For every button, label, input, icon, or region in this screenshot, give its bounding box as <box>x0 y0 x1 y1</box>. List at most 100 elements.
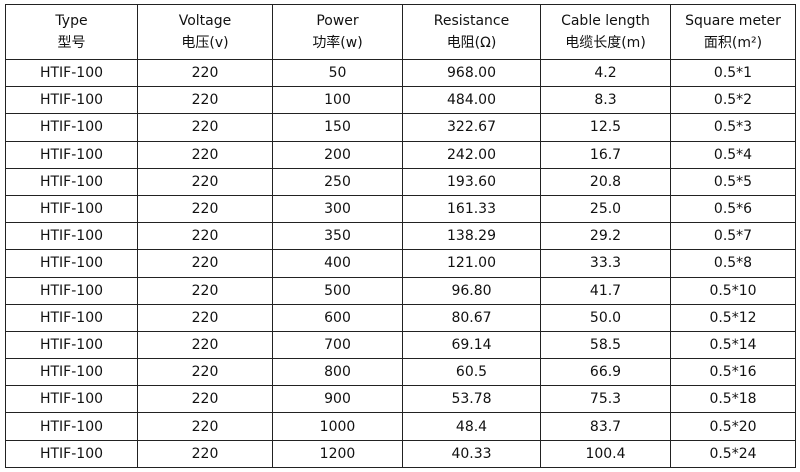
table-row: HTIF-100 220 1200 40.33 100.4 0.5*24 <box>5 439 796 468</box>
cell: 12.5 <box>540 113 671 142</box>
cell: 66.9 <box>540 358 671 387</box>
cell: 100.4 <box>540 439 671 468</box>
cell: HTIF-100 <box>5 358 138 387</box>
cell: 53.78 <box>402 385 541 414</box>
cell: 500 <box>272 276 403 305</box>
cell: 75.3 <box>540 385 671 414</box>
header-cell: Power 功率(w) <box>272 4 403 60</box>
cell: 220 <box>137 167 273 196</box>
table-row: HTIF-100 220 500 96.80 41.7 0.5*10 <box>5 276 796 305</box>
cell: 220 <box>137 249 273 278</box>
cell: 600 <box>272 303 403 332</box>
table-row: HTIF-100 220 250 193.60 20.8 0.5*5 <box>5 167 796 196</box>
header-cell: Square meter 面积(m²) <box>670 4 796 60</box>
header-en: Power <box>316 13 359 29</box>
cell: 69.14 <box>402 330 541 360</box>
cell: 0.5*12 <box>670 303 796 332</box>
table-row: HTIF-100 220 200 242.00 16.7 0.5*4 <box>5 140 796 169</box>
header-en: Square meter <box>685 13 781 29</box>
cell: 48.4 <box>402 412 541 441</box>
cell: 700 <box>272 330 403 360</box>
header-en: Type <box>55 13 88 29</box>
cell: 220 <box>137 276 273 305</box>
cell: 121.00 <box>402 249 541 278</box>
table-row: HTIF-100 220 700 69.14 58.5 0.5*14 <box>5 330 796 360</box>
cell: 16.7 <box>540 140 671 169</box>
cell: HTIF-100 <box>5 194 138 224</box>
cell: 200 <box>272 140 403 169</box>
cell: 1200 <box>272 439 403 468</box>
cell: 484.00 <box>402 86 541 115</box>
cell: 220 <box>137 222 273 251</box>
cell: HTIF-100 <box>5 222 138 251</box>
header-zh: 电压(v) <box>181 35 229 51</box>
cell: 220 <box>137 113 273 142</box>
cell: 968.00 <box>402 58 541 88</box>
cell: 0.5*3 <box>670 113 796 142</box>
cell: HTIF-100 <box>5 276 138 305</box>
header-zh: 电阻(Ω) <box>446 35 497 51</box>
header-cell: Voltage 电压(v) <box>137 4 273 60</box>
header-cell: Resistance 电阻(Ω) <box>402 4 541 60</box>
spec-table: Type 型号 Voltage 电压(v) Power 功率(w) Resistance 电阻… <box>5 4 796 468</box>
cell: 100 <box>272 86 403 115</box>
cell: 220 <box>137 303 273 332</box>
cell: 0.5*7 <box>670 222 796 251</box>
header-row: Type 型号 Voltage 电压(v) Power 功率(w) Resistance 电阻… <box>5 4 796 60</box>
cell: 0.5*10 <box>670 276 796 305</box>
cell: HTIF-100 <box>5 58 138 88</box>
cell: 0.5*16 <box>670 358 796 387</box>
cell: HTIF-100 <box>5 439 138 468</box>
cell: 150 <box>272 113 403 142</box>
header-en: Cable length <box>561 13 650 29</box>
cell: HTIF-100 <box>5 385 138 414</box>
cell: 800 <box>272 358 403 387</box>
cell: 900 <box>272 385 403 414</box>
header-zh: 功率(w) <box>312 35 363 51</box>
cell: 220 <box>137 358 273 387</box>
cell: 220 <box>137 385 273 414</box>
header-zh: 电缆长度(m) <box>565 35 646 51</box>
table-row: HTIF-100 220 800 60.5 66.9 0.5*16 <box>5 358 796 387</box>
cell: HTIF-100 <box>5 303 138 332</box>
cell: 242.00 <box>402 140 541 169</box>
cell: HTIF-100 <box>5 113 138 142</box>
cell: 0.5*6 <box>670 194 796 224</box>
header-en: Voltage <box>178 13 232 29</box>
cell: 1000 <box>272 412 403 441</box>
cell: 40.33 <box>402 439 541 468</box>
table-row: HTIF-100 220 100 484.00 8.3 0.5*2 <box>5 86 796 115</box>
cell: HTIF-100 <box>5 140 138 169</box>
table-row: HTIF-100 220 900 53.78 75.3 0.5*18 <box>5 385 796 414</box>
cell: 220 <box>137 412 273 441</box>
cell: 0.5*20 <box>670 412 796 441</box>
cell: HTIF-100 <box>5 167 138 196</box>
cell: 220 <box>137 330 273 360</box>
cell: 0.5*24 <box>670 439 796 468</box>
header-en: Resistance <box>433 13 510 29</box>
cell: 83.7 <box>540 412 671 441</box>
cell: 0.5*18 <box>670 385 796 414</box>
cell: 60.5 <box>402 358 541 387</box>
cell: 250 <box>272 167 403 196</box>
cell: 220 <box>137 439 273 468</box>
cell: 220 <box>137 140 273 169</box>
cell: 0.5*5 <box>670 167 796 196</box>
cell: HTIF-100 <box>5 330 138 360</box>
header-cell: Cable length 电缆长度(m) <box>540 4 671 60</box>
cell: 50.0 <box>540 303 671 332</box>
header-zh: 面积(m²) <box>703 35 763 51</box>
cell: 4.2 <box>540 58 671 88</box>
cell: 20.8 <box>540 167 671 196</box>
cell: 220 <box>137 194 273 224</box>
cell: HTIF-100 <box>5 86 138 115</box>
cell: 0.5*2 <box>670 86 796 115</box>
table-body: HTIF-100 220 50 968.00 4.2 0.5*1 HTIF-100 220 10… <box>5 58 796 468</box>
cell: HTIF-100 <box>5 412 138 441</box>
cell: 96.80 <box>402 276 541 305</box>
cell: 220 <box>137 58 273 88</box>
cell: 29.2 <box>540 222 671 251</box>
cell: 322.67 <box>402 113 541 142</box>
cell: 0.5*8 <box>670 249 796 278</box>
